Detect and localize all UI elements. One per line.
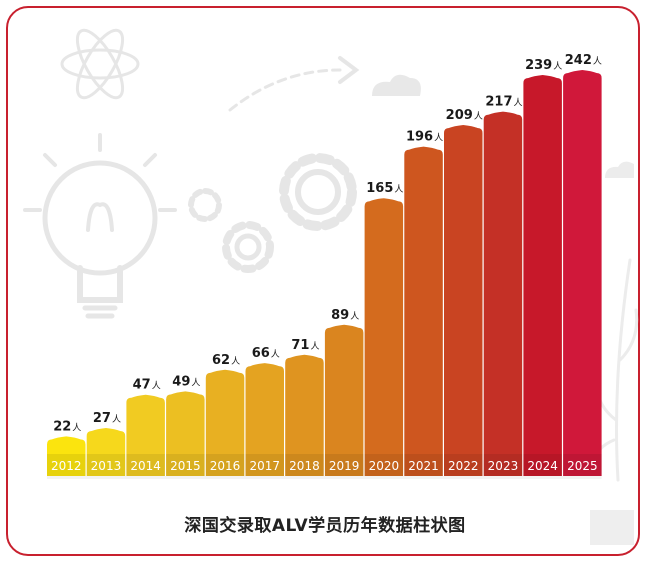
bar bbox=[364, 198, 404, 476]
year-band bbox=[205, 454, 245, 476]
data-label: 217人 bbox=[485, 95, 522, 110]
gear-icon bbox=[188, 188, 222, 222]
bar bbox=[285, 354, 324, 476]
data-label: 242人 bbox=[565, 53, 602, 68]
x-tick-label: 2013 bbox=[91, 459, 122, 473]
year-band bbox=[364, 454, 404, 476]
x-tick-label: 2021 bbox=[408, 459, 439, 473]
cloud-icon bbox=[605, 161, 634, 178]
x-tick-label: 2017 bbox=[249, 459, 280, 473]
year-band bbox=[563, 454, 602, 476]
x-tick-label: 2014 bbox=[130, 459, 161, 473]
data-label: 49人 bbox=[172, 374, 200, 389]
x-tick-label: 2020 bbox=[369, 459, 400, 473]
x-tick-label: 2019 bbox=[329, 459, 360, 473]
cloud-icon bbox=[372, 74, 421, 96]
bar bbox=[324, 324, 364, 476]
data-label: 62人 bbox=[212, 353, 240, 368]
bar bbox=[86, 428, 126, 476]
year-band bbox=[483, 454, 523, 476]
bar bbox=[245, 363, 284, 476]
data-label: 47人 bbox=[133, 378, 161, 393]
year-band bbox=[126, 454, 165, 476]
gear-icon bbox=[222, 221, 274, 273]
bar bbox=[483, 111, 523, 476]
data-label: 165人 bbox=[366, 181, 403, 196]
data-label: 89人 bbox=[331, 308, 359, 323]
data-label: 27人 bbox=[93, 411, 121, 426]
baseline bbox=[47, 476, 602, 479]
bar bbox=[523, 74, 562, 477]
x-tick-label: 2022 bbox=[448, 459, 479, 473]
year-band bbox=[86, 454, 126, 476]
bars-group: 2012 22人 2013 27人 2014 47人 2015 49人 2016 62人 2017 6… bbox=[47, 53, 602, 479]
bar bbox=[404, 146, 443, 476]
bar bbox=[444, 124, 483, 477]
x-tick-label: 2024 bbox=[527, 459, 558, 473]
year-band bbox=[523, 454, 562, 476]
year-band bbox=[444, 454, 483, 476]
x-tick-label: 2015 bbox=[170, 459, 201, 473]
bar bbox=[47, 436, 86, 476]
data-label: 22人 bbox=[53, 419, 81, 434]
data-label: 239人 bbox=[525, 58, 562, 73]
year-band bbox=[285, 454, 324, 476]
bar bbox=[205, 369, 245, 476]
x-tick-label: 2023 bbox=[488, 459, 519, 473]
chart-title: 深国交录取ALV学员历年数据柱状图 bbox=[184, 516, 466, 536]
plant-icon bbox=[594, 258, 639, 482]
bar bbox=[563, 70, 602, 476]
data-label: 66人 bbox=[252, 346, 280, 361]
year-band bbox=[166, 454, 205, 476]
x-tick-label: 2018 bbox=[289, 459, 320, 473]
year-band bbox=[324, 454, 364, 476]
atom-icon bbox=[60, 28, 140, 100]
year-band bbox=[47, 454, 86, 476]
x-tick-label: 2016 bbox=[210, 459, 241, 473]
arrow-icon bbox=[228, 68, 342, 112]
x-tick-label: 2025 bbox=[567, 459, 598, 473]
gear-icon bbox=[279, 153, 357, 231]
bar bbox=[126, 394, 165, 476]
bar bbox=[166, 391, 205, 476]
background-doodles bbox=[23, 28, 639, 545]
data-label: 71人 bbox=[291, 338, 319, 353]
lightbulb-icon bbox=[42, 160, 158, 276]
year-band bbox=[404, 454, 443, 476]
data-label: 196人 bbox=[406, 130, 443, 145]
x-tick-label: 2012 bbox=[51, 459, 82, 473]
year-band bbox=[245, 454, 284, 476]
data-label: 209人 bbox=[446, 108, 483, 123]
